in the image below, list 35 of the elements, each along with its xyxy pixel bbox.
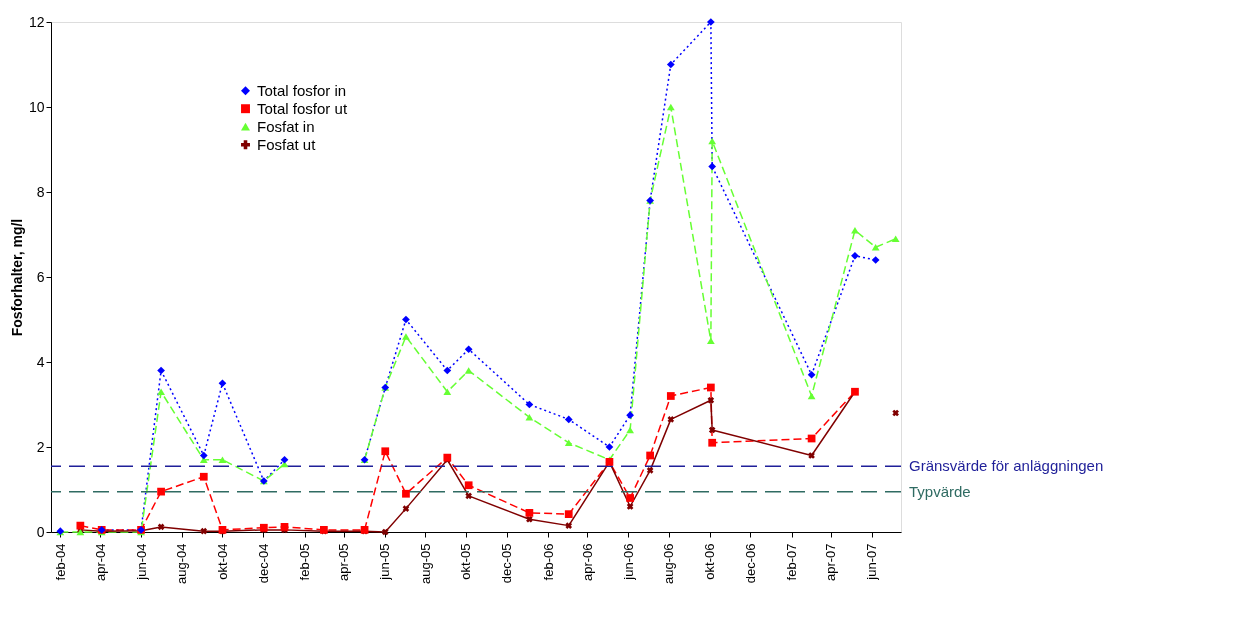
x-tick-label: jun-05	[377, 543, 393, 581]
x-tick-label: apr-07	[823, 543, 839, 582]
x-tick-label: feb-04	[52, 543, 68, 581]
y-tick-label: 8	[36, 183, 45, 200]
y-tick-label: 10	[28, 98, 45, 115]
legend-label: Total fosfor in	[257, 81, 347, 99]
x-tick-label: jun-04	[133, 543, 149, 581]
legend-label: Total fosfor ut	[257, 99, 348, 117]
y-tick-label: 4	[36, 353, 45, 370]
y-tick-label: 0	[36, 523, 45, 540]
y-tick-label: 2	[36, 438, 45, 455]
x-tick-label: aug-05	[417, 543, 433, 584]
ref-line-label: Gränsvärde för anläggningen	[909, 457, 1104, 475]
x-tick-label: aug-06	[661, 543, 677, 584]
x-tick-label: dec-04	[255, 543, 271, 584]
x-tick-label: apr-06	[579, 543, 595, 582]
x-tick-label: okt-04	[214, 543, 230, 580]
y-tick-label: 6	[36, 268, 45, 285]
x-tick-label: dec-05	[499, 543, 515, 584]
ref-line-label: Typvärde	[909, 482, 971, 500]
x-tick-label: dec-06	[742, 543, 758, 584]
legend-label: Fosfat in	[257, 117, 315, 135]
x-tick-label: okt-06	[702, 543, 718, 580]
x-tick-label: apr-04	[92, 543, 108, 582]
x-tick-label: feb-07	[784, 543, 800, 581]
legend-label: Fosfat ut	[257, 135, 317, 153]
x-tick-label: jun-07	[864, 543, 880, 581]
x-tick-label: feb-05	[297, 543, 313, 581]
x-tick-label: feb-06	[540, 543, 556, 581]
x-tick-label: jun-06	[620, 543, 636, 581]
x-tick-label: okt-05	[458, 543, 474, 580]
y-axis-title: Fosforhalter, mg/l	[8, 218, 25, 337]
y-tick-label: 12	[28, 13, 45, 30]
x-tick-label: aug-04	[174, 543, 190, 584]
x-tick-label: apr-05	[336, 543, 352, 582]
